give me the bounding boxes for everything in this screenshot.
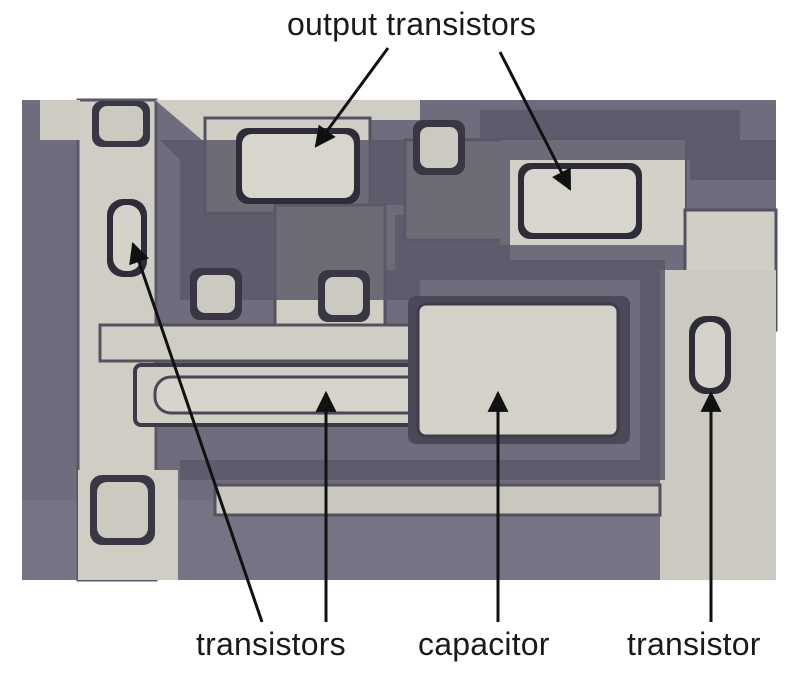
arrow-output-right bbox=[498, 51, 572, 191]
output-transistor-left bbox=[236, 128, 360, 204]
label-transistors: transistors bbox=[196, 626, 346, 662]
arrows bbox=[129, 47, 722, 623]
capacitor-plate bbox=[408, 296, 630, 444]
arrow-output-left bbox=[314, 47, 390, 148]
output-transistor-right bbox=[518, 163, 642, 239]
capacitor-bar bbox=[133, 363, 437, 427]
label-output-transistors: output transistors bbox=[287, 6, 537, 42]
arrow-transistors-left bbox=[129, 242, 264, 623]
contacts bbox=[90, 101, 465, 545]
label-capacitor: capacitor bbox=[418, 626, 550, 662]
transistor-right-vertical bbox=[689, 316, 731, 394]
label-transistor: transistor bbox=[627, 626, 761, 662]
